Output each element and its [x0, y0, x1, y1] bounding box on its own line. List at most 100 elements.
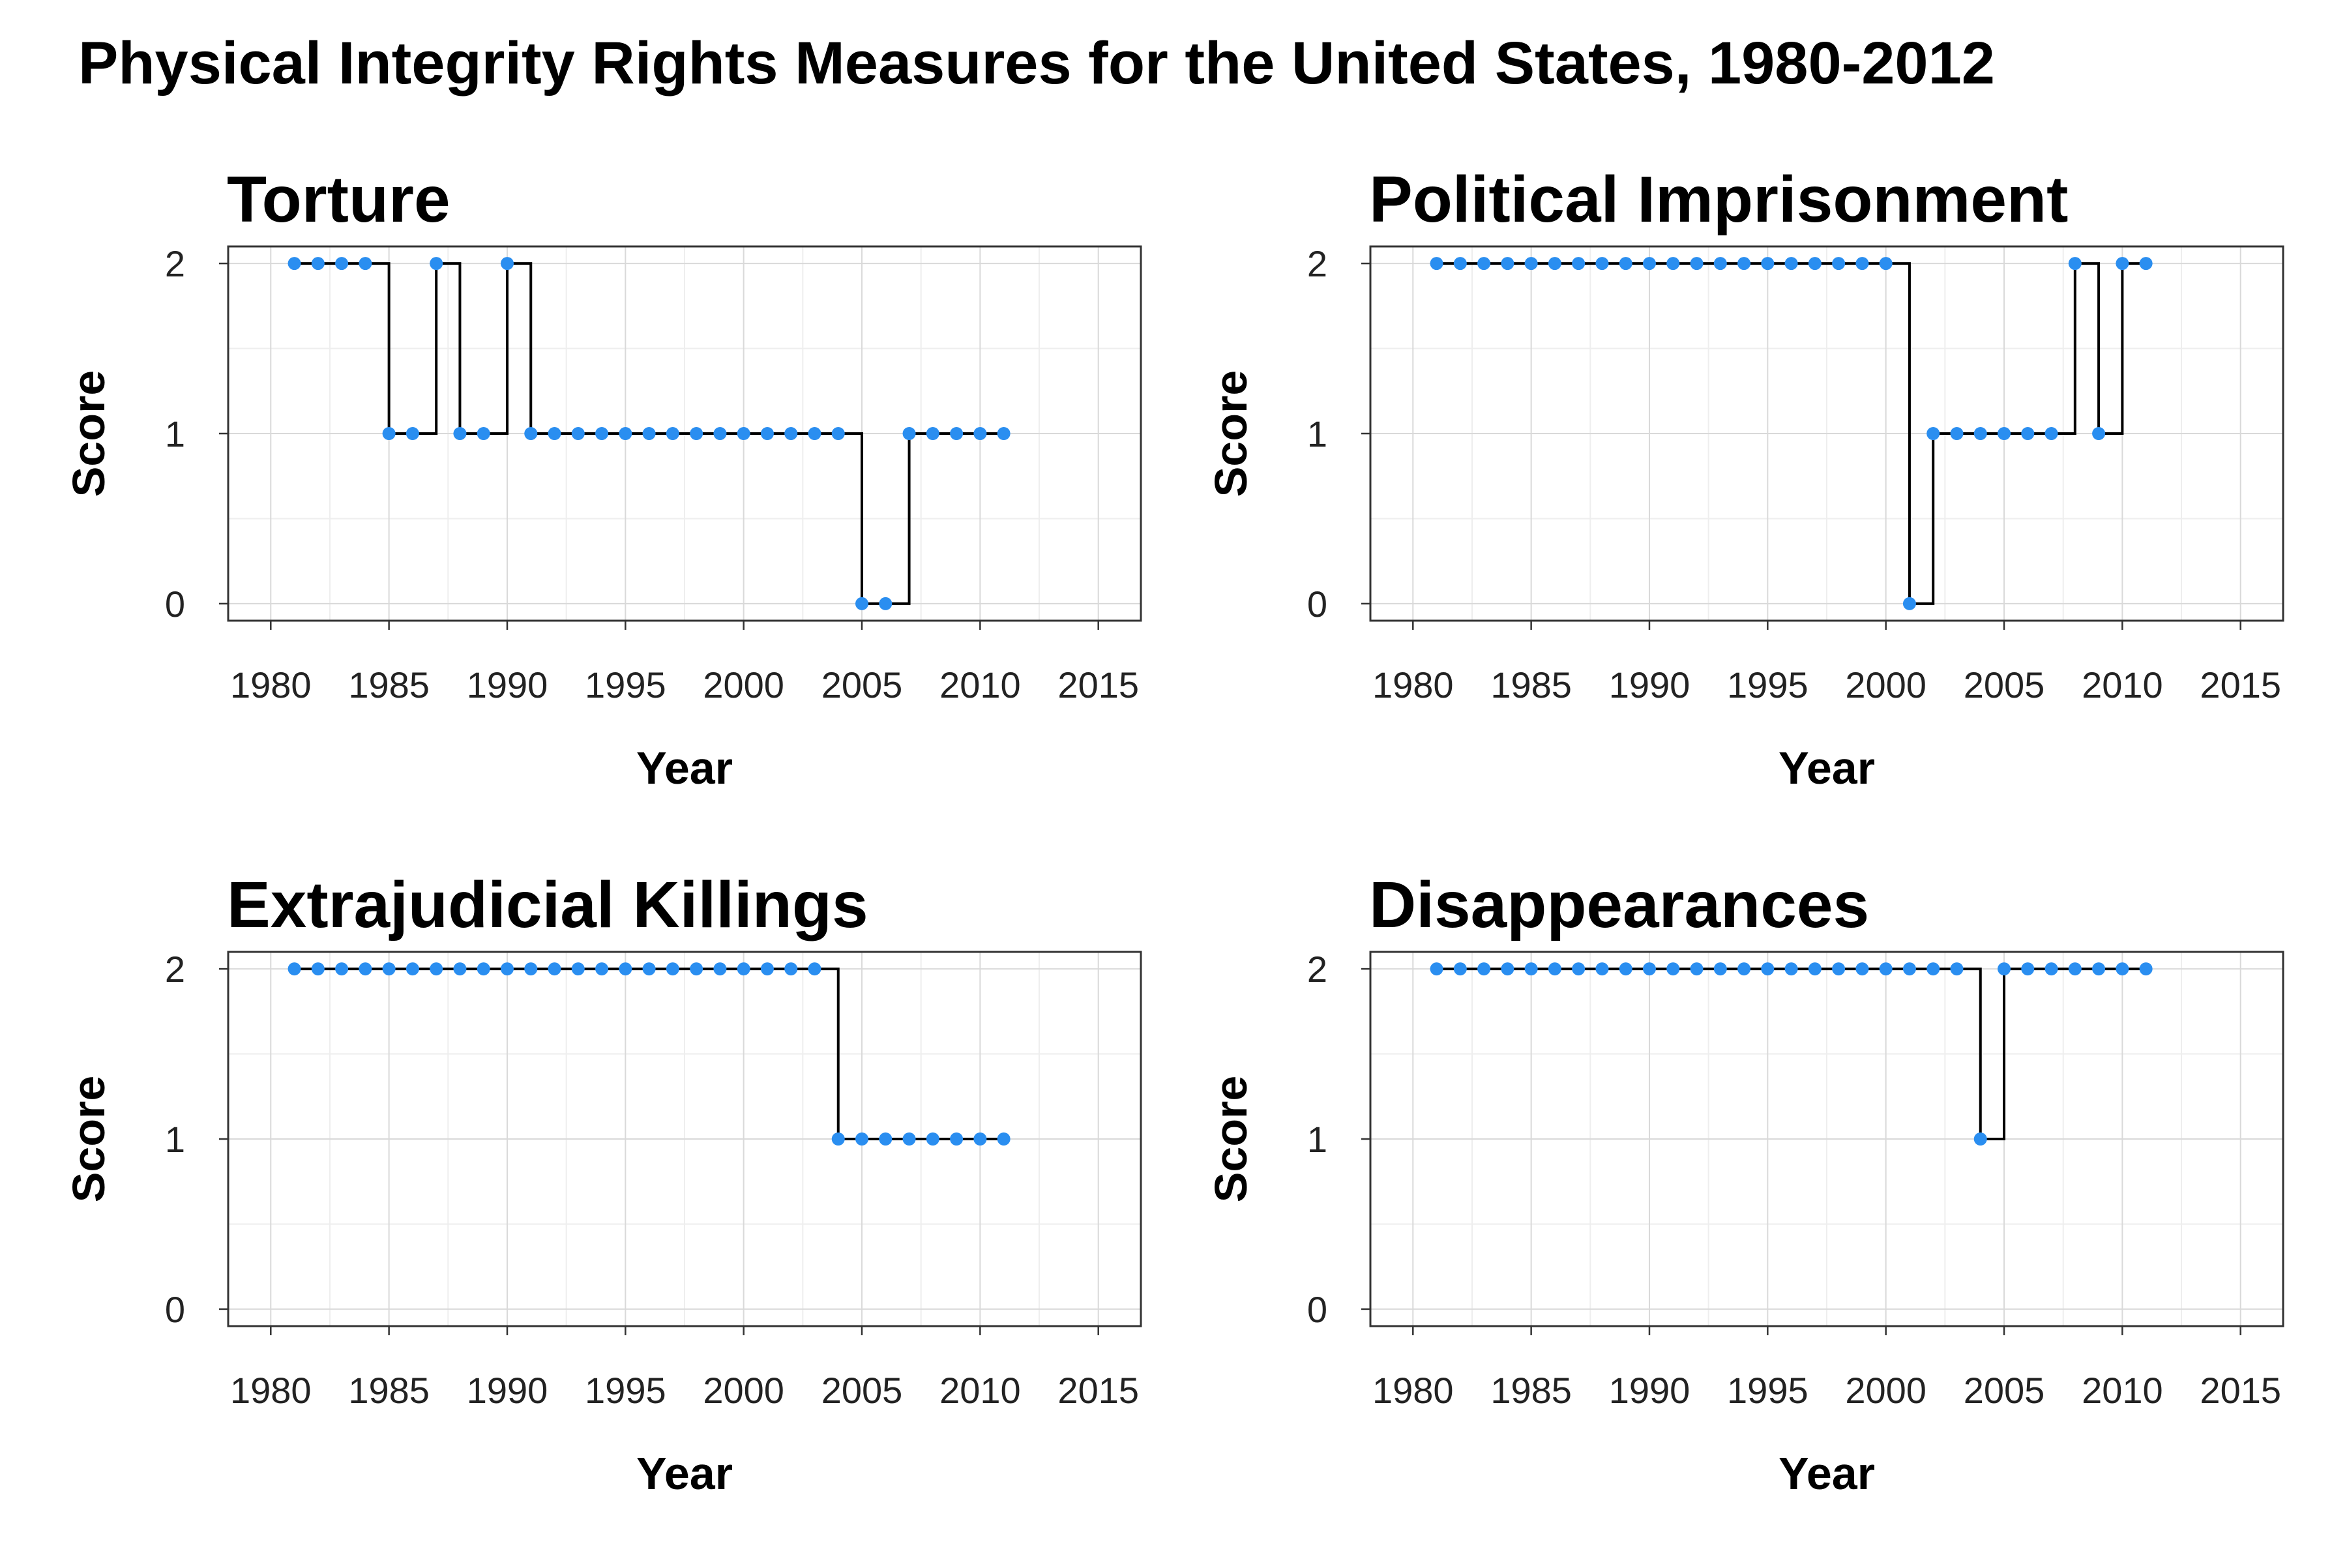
data-point — [288, 257, 301, 271]
y-axis: 0 1 2 — [165, 243, 228, 625]
data-point — [2092, 427, 2106, 440]
data-point — [288, 962, 301, 976]
y-tick-label: 2 — [165, 949, 185, 990]
data-point — [737, 427, 750, 440]
data-point — [1595, 962, 1609, 976]
x-tick-label: 1995 — [585, 664, 666, 705]
y-tick-label: 2 — [1307, 243, 1327, 284]
data-point — [2116, 962, 2129, 976]
data-point — [1737, 962, 1751, 976]
data-point — [453, 427, 467, 440]
data-point — [359, 962, 372, 976]
data-point — [784, 427, 798, 440]
data-point — [1690, 257, 1704, 271]
data-point — [879, 1132, 893, 1146]
data-point — [973, 1132, 987, 1146]
data-point — [1902, 597, 1916, 610]
data-point — [1595, 257, 1609, 271]
x-tick-label: 1990 — [467, 1370, 548, 1411]
y-axis: 0 1 2 — [1307, 243, 1370, 625]
data-point — [1808, 257, 1822, 271]
data-point — [666, 962, 679, 976]
data-point — [831, 427, 845, 440]
data-point — [1737, 257, 1751, 271]
data-point — [406, 962, 419, 976]
data-point — [524, 427, 538, 440]
y-tick-label: 1 — [165, 1119, 185, 1160]
data-point — [1926, 962, 1940, 976]
data-point — [1453, 962, 1467, 976]
data-point — [1902, 962, 1916, 976]
y-tick-label: 0 — [165, 1289, 185, 1330]
data-point — [1430, 257, 1443, 271]
data-point — [595, 962, 609, 976]
y-tick-label: 1 — [165, 413, 185, 454]
y-tick-label: 0 — [1307, 584, 1327, 625]
panel-title: Extrajudicial Killings — [227, 868, 868, 941]
data-point — [571, 962, 585, 976]
data-point — [1973, 427, 1987, 440]
x-tick-label: 2010 — [939, 664, 1021, 705]
data-point — [855, 597, 869, 610]
x-tick-label: 2005 — [821, 664, 903, 705]
data-point — [1784, 257, 1798, 271]
x-tick-label: 2015 — [2200, 1370, 2281, 1411]
data-point — [1572, 257, 1586, 271]
y-axis-title: Score — [1205, 1076, 1256, 1203]
data-point — [430, 257, 443, 271]
data-point — [713, 962, 727, 976]
x-tick-label: 2000 — [703, 1370, 784, 1411]
data-point — [760, 427, 774, 440]
data-point — [1832, 257, 1846, 271]
data-point — [1973, 1132, 1987, 1146]
data-point — [1666, 257, 1680, 271]
data-point — [2092, 962, 2106, 976]
x-axis: 1980 1985 1990 1995 2000 2005 2010 2015 — [230, 621, 1139, 705]
data-point — [902, 1132, 916, 1146]
data-point — [500, 257, 514, 271]
data-point — [642, 427, 656, 440]
data-point — [1998, 962, 2011, 976]
data-point — [1666, 962, 1680, 976]
data-point — [808, 962, 821, 976]
x-axis-title: Year — [636, 1448, 733, 1499]
data-point — [2139, 257, 2153, 271]
data-point — [500, 962, 514, 976]
data-point — [1832, 962, 1846, 976]
panel-torture: Torture 1980 1985 1990 1995 2000 2005 2010 2015 0… — [63, 163, 1142, 793]
data-point — [1713, 257, 1727, 271]
y-tick-label: 0 — [165, 584, 185, 625]
data-point — [2116, 257, 2129, 271]
data-point — [311, 257, 325, 271]
data-point — [1761, 257, 1775, 271]
data-point — [1501, 257, 1514, 271]
data-point — [1477, 257, 1491, 271]
data-points — [288, 257, 1011, 610]
data-point — [1950, 427, 1964, 440]
x-tick-label: 2010 — [2082, 664, 2163, 705]
x-axis: 1980 1985 1990 1995 2000 2005 2010 2015 — [1372, 621, 2281, 705]
data-point — [831, 1132, 845, 1146]
y-tick-label: 2 — [1307, 949, 1327, 990]
x-tick-label: 1995 — [585, 1370, 666, 1411]
x-tick-label: 1985 — [348, 664, 430, 705]
figure-title: Physical Integrity Rights Measures for t… — [78, 30, 1995, 96]
data-point — [926, 1132, 939, 1146]
x-tick-label: 2015 — [1057, 664, 1139, 705]
x-tick-label: 1985 — [1490, 664, 1572, 705]
data-point — [784, 962, 798, 976]
data-point — [1879, 962, 1893, 976]
x-tick-label: 2010 — [2082, 1370, 2163, 1411]
data-point — [311, 962, 325, 976]
data-point — [1477, 962, 1491, 976]
data-point — [571, 427, 585, 440]
data-point — [477, 427, 490, 440]
y-axis-title: Score — [63, 370, 114, 497]
x-tick-label: 1980 — [230, 664, 312, 705]
data-point — [1453, 257, 1467, 271]
data-point — [335, 962, 349, 976]
x-tick-label: 1980 — [230, 1370, 312, 1411]
